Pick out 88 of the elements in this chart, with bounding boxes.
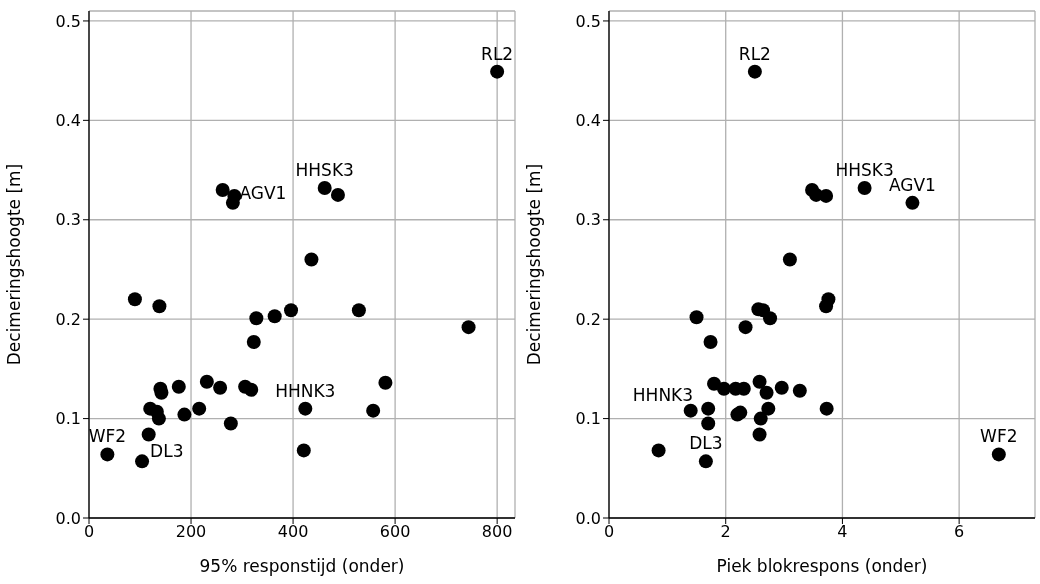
point — [761, 401, 776, 416]
point — [152, 299, 167, 314]
point — [100, 447, 115, 462]
point — [304, 252, 319, 267]
point — [701, 401, 716, 416]
point — [249, 311, 264, 326]
y-tick-label: 0.1 — [575, 409, 601, 429]
annotation: HHSK3 — [295, 159, 354, 180]
x-tick-label: 2 — [720, 522, 731, 542]
x-tick-label: 200 — [175, 522, 207, 542]
point — [296, 443, 311, 458]
y-tick-label: 0.2 — [55, 309, 81, 329]
point — [135, 454, 150, 469]
point — [298, 401, 313, 416]
annotation: RL2 — [738, 43, 771, 64]
point — [905, 195, 920, 210]
point — [199, 374, 214, 389]
x-axis-title: 95% responstijd (onder) — [199, 556, 405, 576]
point — [774, 380, 789, 395]
y-tick-label: 0.0 — [575, 508, 601, 528]
point — [223, 416, 238, 431]
point — [141, 427, 156, 442]
point — [819, 188, 834, 203]
x-tick-label: 0 — [603, 522, 615, 542]
x-tick-label: 400 — [277, 522, 309, 542]
y-tick-label: 0.0 — [55, 508, 81, 528]
x-tick-label: 600 — [379, 522, 411, 542]
point — [683, 403, 698, 418]
point — [246, 335, 261, 350]
point — [738, 320, 753, 335]
annotation: RL2 — [481, 43, 514, 64]
x-tick-label: 6 — [954, 522, 965, 542]
x-tick-label: 0 — [83, 522, 95, 542]
annotation: DL3 — [689, 433, 723, 454]
y-axis-title: Decimeringshoogte [m] — [524, 163, 545, 366]
point — [857, 180, 872, 195]
y-tick-label: 0.3 — [55, 210, 81, 230]
annotation: HHNK3 — [275, 380, 336, 401]
point — [192, 401, 207, 416]
point — [991, 447, 1006, 462]
point — [267, 309, 282, 324]
y-tick-label: 0.3 — [575, 210, 601, 230]
point — [753, 411, 768, 426]
point — [351, 303, 366, 318]
point — [461, 320, 476, 335]
y-tick-label: 0.5 — [55, 11, 81, 31]
point — [244, 382, 259, 397]
point — [215, 182, 230, 197]
point — [366, 403, 381, 418]
y-tick-label: 0.1 — [55, 409, 81, 429]
point — [701, 416, 716, 431]
point — [819, 401, 834, 416]
point — [490, 64, 505, 79]
y-tick-label: 0.4 — [575, 111, 601, 131]
annotation: HHNK3 — [632, 384, 694, 405]
point — [284, 303, 299, 318]
point — [171, 379, 186, 394]
point — [759, 385, 774, 400]
point — [752, 374, 767, 389]
point — [747, 64, 762, 79]
y-tick-label: 0.4 — [55, 111, 81, 131]
x-axis-title: Piek blokrespons (onder) — [716, 556, 928, 576]
y-axis-title: Decimeringshoogte [m] — [4, 163, 25, 366]
point — [330, 187, 345, 202]
point — [703, 335, 718, 350]
annotation: HHSK3 — [835, 159, 894, 180]
point — [752, 427, 767, 442]
point — [177, 407, 192, 422]
point — [716, 381, 731, 396]
annotation: AGV1 — [239, 182, 287, 203]
point — [651, 443, 666, 458]
point — [317, 180, 332, 195]
y-tick-label: 0.2 — [575, 309, 601, 329]
x-tick-label: 4 — [837, 522, 848, 542]
annotation: DL3 — [150, 441, 184, 462]
point — [378, 375, 393, 390]
point — [792, 383, 807, 398]
point — [782, 252, 797, 267]
point — [151, 411, 166, 426]
point — [819, 299, 834, 314]
x-tick-label: 800 — [481, 522, 513, 542]
annotation: WF2 — [980, 426, 1018, 447]
y-tick-label: 0.5 — [575, 11, 601, 31]
point — [763, 311, 778, 326]
point — [698, 454, 713, 469]
point — [127, 292, 142, 307]
point — [689, 310, 704, 325]
point — [213, 380, 228, 395]
